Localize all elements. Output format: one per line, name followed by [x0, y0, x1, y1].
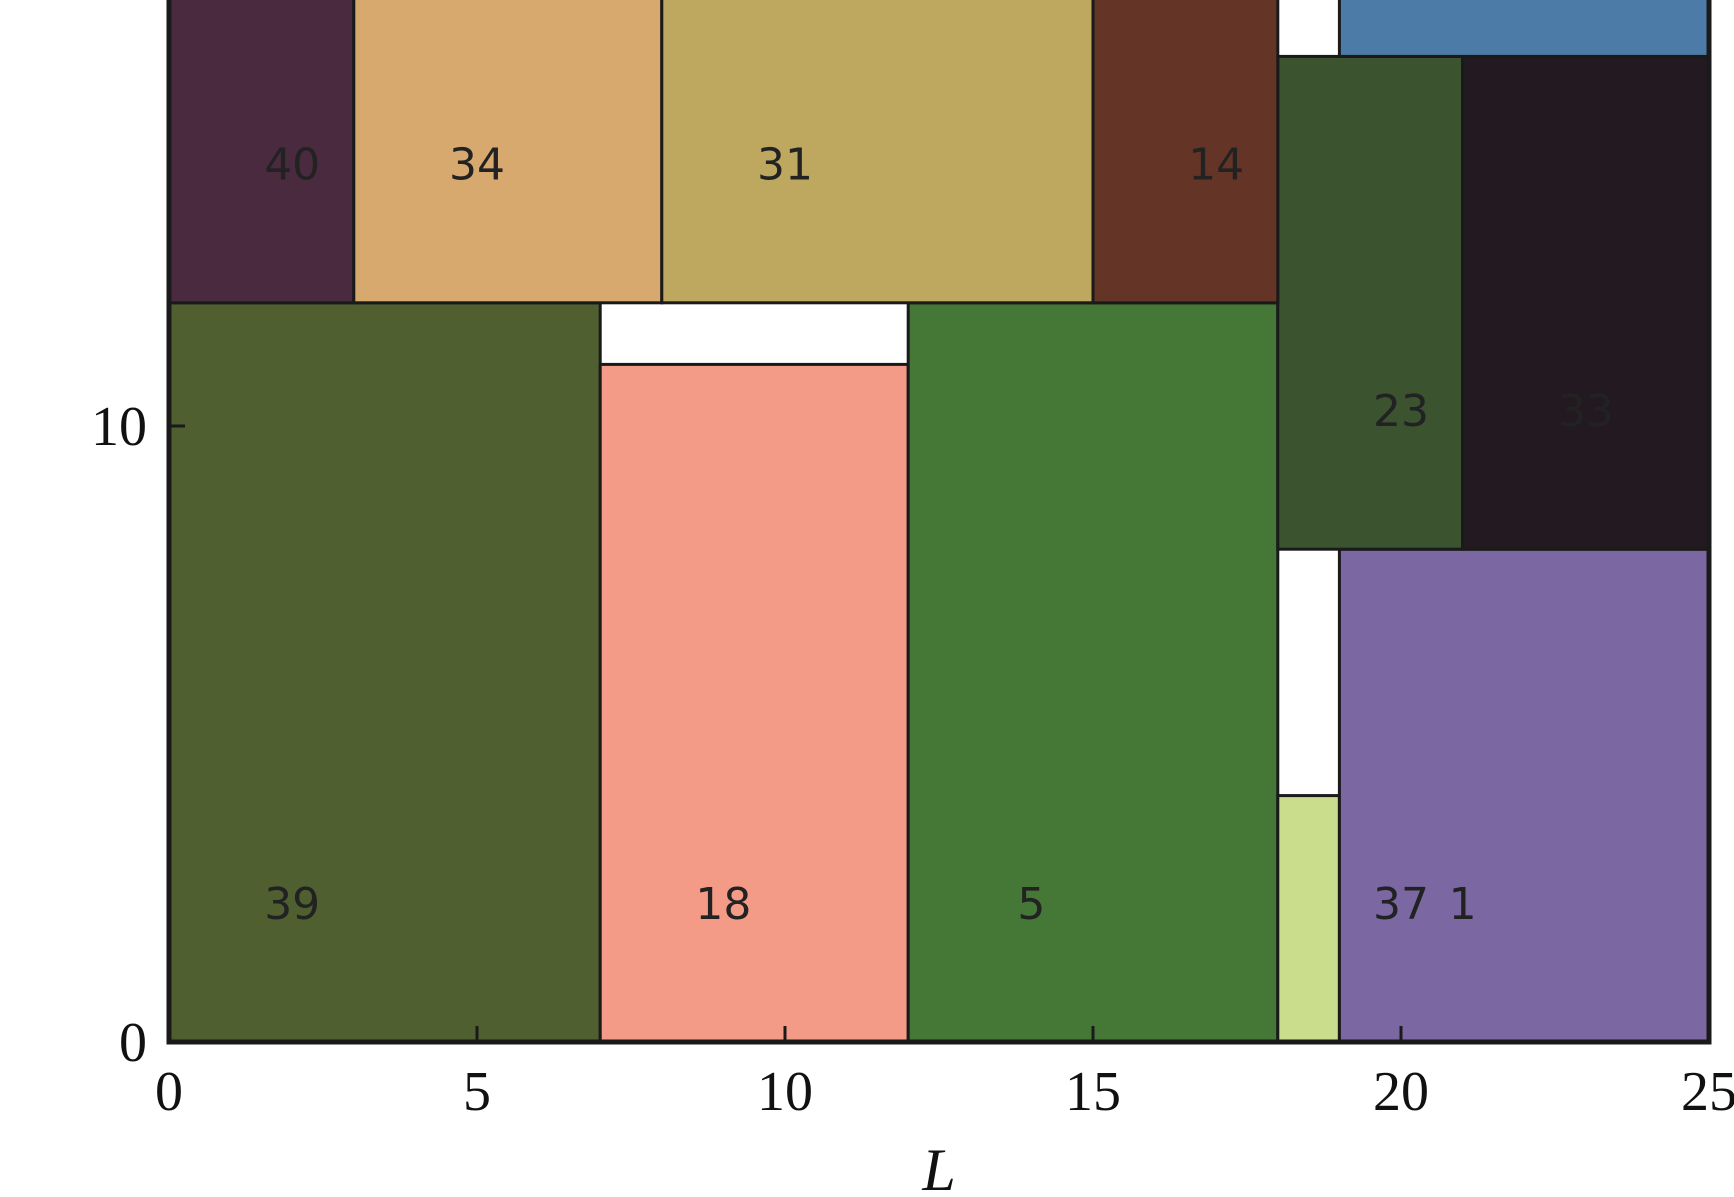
- packing-rectangle-0: [167, 301, 602, 1044]
- packing-rectangle-7: [167, 0, 356, 305]
- x-tick-label: 10: [757, 1061, 813, 1123]
- x-axis-ticks: 0 5 10 15 20 25: [155, 1026, 1734, 1123]
- rectangle-label-39: 39: [264, 879, 320, 930]
- packing-rectangle-4: [1337, 547, 1711, 1044]
- rectangle-label-18: 18: [695, 879, 751, 930]
- rectangle-label-14: 14: [1188, 140, 1244, 191]
- x-tick-label: 5: [463, 1061, 491, 1123]
- rectangle-label-23: 23: [1373, 386, 1429, 437]
- rectangle-label-31: 31: [757, 140, 813, 191]
- rectangle-label-37: 37: [1373, 879, 1429, 930]
- packing-rectangles: [167, 0, 1711, 1044]
- rectangle-label-5: 5: [1017, 879, 1045, 930]
- plot-frame: [166, 0, 1712, 1045]
- y-axis-ticks: 01020304050: [91, 396, 185, 1074]
- x-axis-title: L: [921, 1137, 955, 1197]
- packing-rectangle-5: [1276, 54, 1465, 551]
- x-tick-label: 15: [1065, 1061, 1121, 1123]
- x-tick-label: 25: [1681, 1061, 1734, 1123]
- packing-rectangle-12: [1337, 0, 1711, 58]
- rectangle-label-1: 1: [1449, 879, 1477, 930]
- y-tick-label: 10: [91, 396, 147, 458]
- packing-rectangle-10: [1091, 0, 1280, 305]
- packing-rectangle-9: [660, 0, 1095, 305]
- packing-rectangle-8: [352, 0, 664, 305]
- rectangle-label-33: 33: [1558, 386, 1614, 437]
- x-tick-label: 20: [1373, 1061, 1429, 1123]
- packing-rectangle-3: [1276, 794, 1341, 1044]
- rectangle-labels: 3918537123334034311411132021271761615736…: [264, 140, 1614, 930]
- y-tick-label: 0: [119, 1012, 147, 1074]
- rectangle-label-40: 40: [264, 140, 320, 191]
- packing-rectangle-6: [1461, 54, 1711, 551]
- rectangle-label-34: 34: [449, 140, 505, 191]
- packing-rectangle-2: [906, 301, 1280, 1044]
- packing-rectangle-1: [598, 362, 910, 1044]
- x-tick-label: 0: [155, 1061, 183, 1123]
